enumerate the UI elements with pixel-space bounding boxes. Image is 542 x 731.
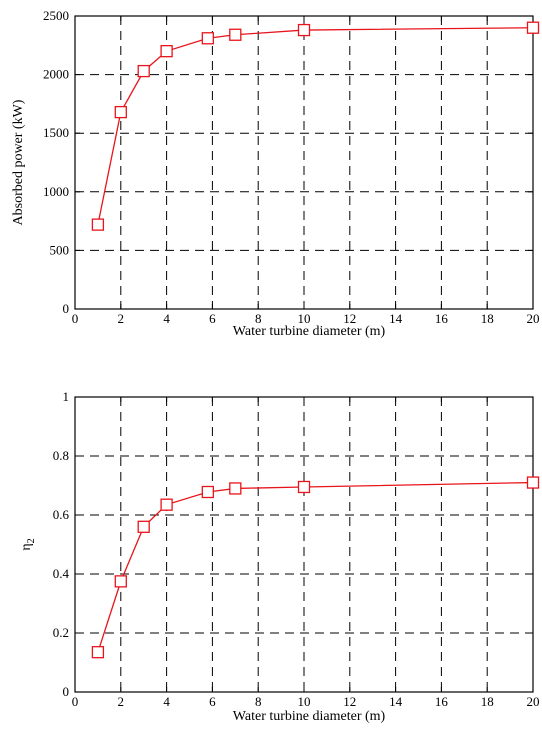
- data-point-marker: [114, 575, 127, 588]
- data-point-marker: [201, 485, 214, 499]
- x-tick-label: 14: [389, 311, 403, 326]
- x-tick-label: 8: [255, 311, 262, 326]
- x-tick-label: 12: [343, 311, 356, 326]
- y-tick-label: 0.6: [53, 507, 70, 522]
- y-tick-label: 1500: [43, 125, 69, 140]
- data-point-marker: [229, 28, 242, 41]
- x-tick-label: 8: [255, 694, 262, 709]
- x-tick-label: 12: [343, 694, 356, 709]
- y-tick-label: 1000: [43, 184, 69, 199]
- x-tick-label: 20: [527, 311, 540, 326]
- x-tick-label: 10: [298, 311, 311, 326]
- data-point-marker: [160, 498, 173, 511]
- x-tick-label: 10: [298, 694, 311, 709]
- x-tick-label: 0: [72, 694, 79, 709]
- x-tick-label: 4: [163, 311, 170, 326]
- chart-panel-2: 0 2 4 6 8 10 12 14 16 18 20 0 0.2 0.4 0.6 0.8 1 Water tur…: [19, 389, 540, 724]
- y-tick-label: 0: [63, 301, 70, 316]
- x-tick-label: 4: [163, 694, 170, 709]
- data-point-marker: [91, 218, 105, 231]
- x-tick-label: 2: [118, 694, 125, 709]
- y-tick-label: 1: [63, 389, 70, 404]
- data-point-marker: [201, 32, 214, 45]
- x-tick-label: 16: [435, 311, 449, 326]
- data-point-marker: [229, 482, 242, 495]
- data-point-marker: [137, 64, 150, 78]
- y-axis-label: η2: [19, 538, 37, 550]
- chart-panel-1: 0 2 4 6 8 10 12 14 16 18 20 0 500 1000 1500 2000 2500 Wat…: [11, 8, 540, 339]
- data-point-marker: [526, 21, 540, 34]
- data-point-marker: [526, 476, 540, 489]
- x-tick-label: 18: [481, 311, 494, 326]
- x-tick-label: 20: [527, 694, 540, 709]
- x-axis-label: Water turbine diameter (m): [233, 709, 386, 724]
- y-tick-label: 2500: [43, 8, 69, 23]
- x-axis-label: Water turbine diameter (m): [233, 324, 386, 339]
- data-point-marker: [137, 520, 150, 533]
- y-tick-label: 0: [63, 684, 70, 699]
- series-line: [97, 481, 534, 653]
- x-tick-label: 0: [72, 311, 79, 326]
- x-tick-label: 18: [481, 694, 494, 709]
- plot-frame: [74, 396, 534, 693]
- y-tick-label: 500: [50, 242, 70, 257]
- y-tick-label: 0.2: [53, 625, 69, 640]
- y-tick-label: 0.8: [53, 448, 69, 463]
- y-axis-label: Absorbed power (kW): [11, 99, 26, 225]
- y-tick-label: 0.4: [53, 566, 70, 581]
- series-line: [97, 27, 534, 225]
- x-tick-label: 16: [435, 694, 449, 709]
- plot-frame: [74, 15, 534, 310]
- x-tick-label: 6: [209, 311, 216, 326]
- data-point-marker: [160, 45, 173, 58]
- data-point-marker: [91, 646, 105, 659]
- data-point-marker: [297, 480, 311, 494]
- x-tick-label: 2: [118, 311, 125, 326]
- y-tick-label: 2000: [43, 67, 69, 82]
- data-point-marker: [114, 105, 127, 119]
- x-tick-label: 14: [389, 694, 403, 709]
- x-tick-label: 6: [209, 694, 216, 709]
- data-point-marker: [297, 23, 311, 37]
